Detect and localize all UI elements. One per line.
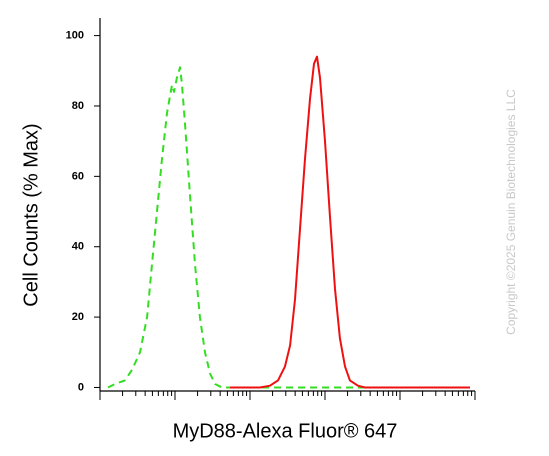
copyright: Copyright ©2025 Genuin Biotechnologies L… (504, 89, 518, 335)
y-tick-label: 20 (72, 311, 84, 323)
y-tick-label: 0 (78, 381, 84, 393)
x-axis-label: MyD88-Alexa Fluor® 647 (173, 420, 398, 442)
y-axis-label: Cell Counts (% Max) (20, 123, 42, 306)
y-tick-label: 80 (72, 100, 84, 112)
y-tick-label: 60 (72, 170, 84, 182)
histogram-line (107, 66, 470, 389)
y-tick-label: 40 (72, 241, 84, 253)
y-tick-label: 100 (66, 30, 84, 42)
histogram-line (230, 55, 470, 389)
